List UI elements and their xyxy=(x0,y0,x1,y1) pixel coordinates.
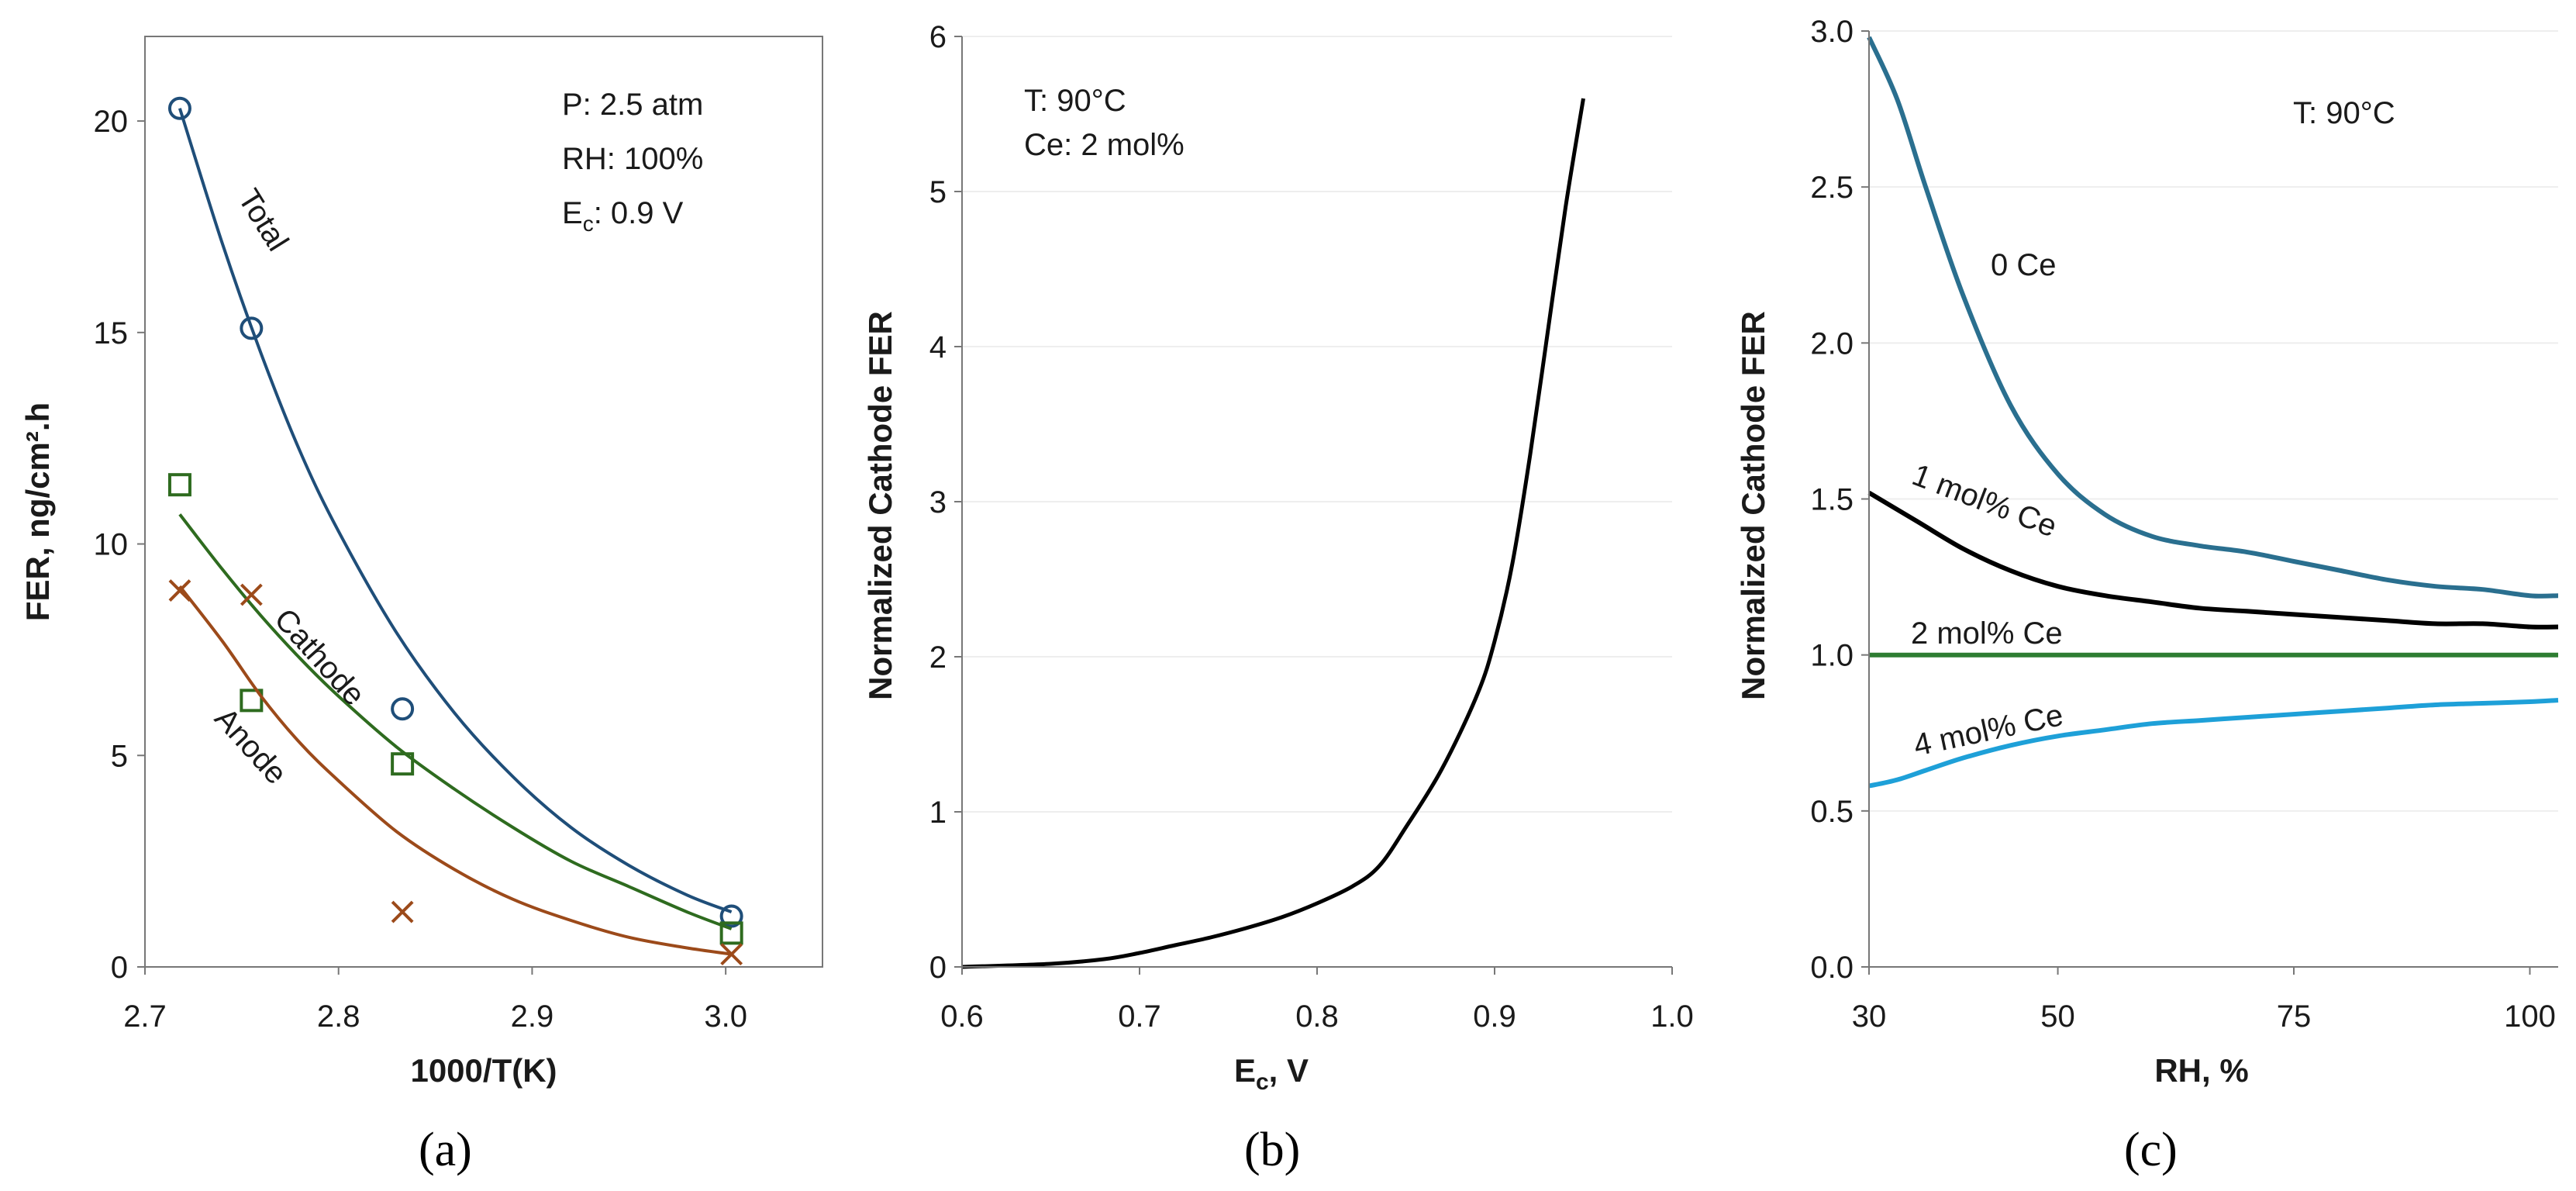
panel-a-letter: (a) xyxy=(419,1124,472,1176)
panel-a-x-tick-label: 2.9 xyxy=(511,999,554,1034)
panel-c-x-tick-label: 30 xyxy=(1852,999,1887,1034)
panel-b-letter: (b) xyxy=(1244,1124,1300,1176)
panel-a-series-label-total: Total xyxy=(231,183,295,257)
panel-c: 30 50 75 100 0.0 0.5 1.0 1.5 2.0 2.5 3.0 T: 90°C 0… xyxy=(1735,15,2559,1176)
panel-a-marks xyxy=(167,96,743,966)
panel-b-x-axis-label-tail: , V xyxy=(1269,1052,1309,1089)
panel-a-point-anode xyxy=(168,579,191,602)
panel-a-fit-line-anode xyxy=(178,585,732,956)
panel-b-annotation-temperature: T: 90°C xyxy=(1024,84,1126,118)
panel-c-y-tick-label: 1.0 xyxy=(1810,639,1854,673)
panel-a-plot-frame xyxy=(144,36,823,968)
panel-a-annotation-pressure: P: 2.5 atm xyxy=(562,88,703,122)
panel-c-marks xyxy=(1867,36,2559,789)
panel-b-series-line xyxy=(961,98,1585,969)
panel-a-point-total xyxy=(719,904,743,928)
panel-c-series-line-1ce xyxy=(1867,490,2559,630)
panel-a-fit-line-total xyxy=(178,108,733,913)
panel-a-point-cathode xyxy=(167,473,191,497)
panel-b-ticks: 0.6 0.7 0.8 0.9 1.0 0 1 2 3 4 5 6 xyxy=(929,20,1694,1034)
panel-c-letter: (c) xyxy=(2124,1124,2178,1176)
panel-c-x-tick-label: 50 xyxy=(2040,999,2075,1034)
panel-b-x-tick-label: 0.7 xyxy=(1118,999,1161,1034)
panel-a-annotation-potential: Ec: 0.9 V xyxy=(562,196,684,236)
panel-c-y-tick-label: 3.0 xyxy=(1810,15,1854,49)
panel-c-y-tick-label: 2.5 xyxy=(1810,171,1854,205)
panel-c-series-line-0ce xyxy=(1867,36,2559,599)
panel-c-gridlines xyxy=(1869,30,2558,812)
panel-a-annotation-potential-sub: c xyxy=(583,212,594,236)
panel-a-annotation-potential-tail: : 0.9 V xyxy=(594,196,684,230)
panel-a-point-cathode xyxy=(391,752,415,776)
panel-a-point-anode xyxy=(720,943,743,966)
panel-c-x-tick-label: 100 xyxy=(2504,999,2556,1034)
panel-a-x-tick-label: 2.8 xyxy=(317,999,360,1034)
panel-c-y-axis-label: Normalized Cathode FER xyxy=(1735,311,1771,700)
panel-b-x-tick-label: 0.6 xyxy=(940,999,984,1034)
panel-b: 0.6 0.7 0.8 0.9 1.0 0 1 2 3 4 5 6 T: 90°C Ce: 2 mol… xyxy=(862,20,1694,1176)
panel-c-series-label-0ce: 0 Ce xyxy=(1991,248,2057,282)
panel-a-annotation-potential-main: E xyxy=(562,196,583,230)
panel-b-marks xyxy=(961,98,1585,969)
panel-b-y-tick-label: 5 xyxy=(929,175,947,209)
panel-c-x-axis-label: RH, % xyxy=(2154,1052,2248,1089)
panel-c-annotation-temperature: T: 90°C xyxy=(2293,96,2395,130)
panel-c-x-tick-label: 75 xyxy=(2277,999,2312,1034)
panel-b-x-axis-label-sub: c xyxy=(1256,1069,1269,1095)
panel-c-y-tick-label: 2.0 xyxy=(1810,326,1854,361)
panel-b-y-tick-label: 3 xyxy=(929,485,947,520)
panel-a-y-tick-label: 15 xyxy=(94,316,129,350)
panel-b-x-tick-label: 0.9 xyxy=(1473,999,1516,1034)
panel-b-x-axis-label: Ec, V xyxy=(1234,1052,1309,1095)
panel-c-ticks: 30 50 75 100 0.0 0.5 1.0 1.5 2.0 2.5 3.0 xyxy=(1810,15,2555,1034)
panel-a-point-total xyxy=(391,697,415,721)
panel-a-fit-line-cathode xyxy=(178,513,733,930)
panel-a-y-tick-label: 5 xyxy=(111,739,128,773)
panel-a-y-tick-label: 20 xyxy=(94,105,129,139)
panel-c-series-label-2ce: 2 mol% Ce xyxy=(1911,616,2063,651)
panel-a-point-anode xyxy=(240,583,263,606)
panel-a-annotation-rh: RH: 100% xyxy=(562,142,703,176)
panel-a-y-axis-label: FER, ng/cm².h xyxy=(19,402,56,621)
panel-a-x-axis-label: 1000/T(K) xyxy=(410,1052,557,1089)
panel-a-y-tick-label: 0 xyxy=(111,951,128,985)
panel-a-point-total xyxy=(167,96,191,120)
panel-c-y-tick-label: 0.5 xyxy=(1810,795,1854,829)
panel-a-point-cathode xyxy=(240,689,264,713)
panel-a-letter-text: (a) xyxy=(419,1124,472,1176)
panel-b-x-tick-label: 1.0 xyxy=(1650,999,1694,1034)
panel-b-y-axis-label: Normalized Cathode FER xyxy=(862,311,898,700)
panel-b-x-tick-label: 0.8 xyxy=(1295,999,1339,1034)
panel-c-series-line-4ce xyxy=(1868,698,2559,789)
panel-a-series-label-cathode: Cathode xyxy=(267,602,371,713)
panel-b-x-axis-label-main: E xyxy=(1234,1052,1256,1089)
panel-a-series-label-anode: Anode xyxy=(208,702,293,791)
panel-b-gridlines xyxy=(962,36,1672,813)
panel-b-letter-text: (b) xyxy=(1244,1124,1300,1176)
panel-b-y-tick-label: 6 xyxy=(929,20,947,54)
panel-a-y-tick-label: 10 xyxy=(94,528,129,562)
panel-b-y-tick-label: 1 xyxy=(929,796,947,830)
panel-b-annotation-cerium: Ce: 2 mol% xyxy=(1024,128,1185,162)
panel-c-letter-text: (c) xyxy=(2124,1124,2178,1176)
panel-a-x-tick-label: 2.7 xyxy=(123,999,167,1034)
panel-b-y-tick-label: 4 xyxy=(929,330,947,364)
panel-a-point-cathode xyxy=(719,921,743,945)
panel-a-point-anode xyxy=(391,900,414,923)
panel-a-ticks: 2.7 2.8 2.9 3.0 0 5 10 15 20 xyxy=(94,105,747,1034)
panel-a-point-total xyxy=(240,316,264,340)
panel-c-y-tick-label: 1.5 xyxy=(1810,483,1854,517)
panel-b-y-tick-label: 0 xyxy=(929,951,947,985)
panel-a-x-tick-label: 3.0 xyxy=(704,999,747,1034)
panel-a: 2.7 2.8 2.9 3.0 0 5 10 15 20 P: 2.5 atm RH: 100%… xyxy=(19,36,823,1176)
panel-c-y-tick-label: 0.0 xyxy=(1810,951,1854,985)
panel-b-y-tick-label: 2 xyxy=(929,640,947,675)
